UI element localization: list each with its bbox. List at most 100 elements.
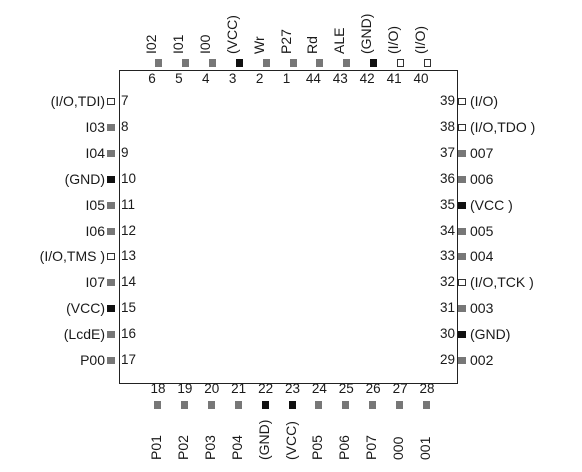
pin-32-number: 32 bbox=[439, 274, 455, 290]
pin-44-pad bbox=[316, 59, 324, 67]
pin-43-number: 43 bbox=[332, 71, 348, 86]
pin-17-pad bbox=[107, 357, 115, 364]
pin-20-number: 20 bbox=[204, 381, 220, 396]
pin-7-pad bbox=[107, 98, 115, 105]
pin-5-number: 5 bbox=[175, 71, 183, 86]
pin-8-number: 8 bbox=[121, 118, 129, 134]
pin-41-pad bbox=[397, 59, 405, 67]
pin-39-number: 39 bbox=[439, 93, 455, 108]
pin-3-pad bbox=[235, 59, 243, 67]
pin-28-name: 001 bbox=[417, 436, 433, 460]
pin-39-pad bbox=[458, 98, 466, 105]
pin-41-number: 41 bbox=[386, 71, 402, 86]
pin-44-name: Rd bbox=[304, 36, 321, 54]
pin-2-number: 2 bbox=[255, 71, 264, 86]
pin-10-name: (GND) bbox=[64, 170, 105, 187]
pin-26-pad bbox=[369, 401, 377, 409]
pin-17-name: P00 bbox=[80, 352, 105, 368]
pin-30-name: (GND) bbox=[470, 326, 511, 343]
pin-27-name: 000 bbox=[390, 436, 407, 460]
pin-1-pad bbox=[289, 59, 297, 67]
pin-4-name: I00 bbox=[196, 34, 213, 54]
pin-30-pad bbox=[458, 331, 466, 339]
pin-14-name: I07 bbox=[85, 274, 105, 291]
pin-9-name: I04 bbox=[85, 144, 105, 161]
pin-18-name: P01 bbox=[148, 435, 164, 460]
pin-23-number: 23 bbox=[284, 381, 301, 396]
pin-21-name: P04 bbox=[228, 435, 245, 460]
pin-37-pad bbox=[458, 149, 466, 157]
pin-11-name: I05 bbox=[85, 196, 105, 213]
pin-19-number: 19 bbox=[177, 381, 193, 396]
pin-14-pad bbox=[107, 279, 115, 287]
pin-10-pad bbox=[107, 175, 115, 183]
pin-16-number: 16 bbox=[121, 326, 137, 342]
pin-35-number: 35 bbox=[439, 196, 455, 212]
pin-34-name: 005 bbox=[470, 222, 494, 239]
pin-35-pad bbox=[458, 201, 466, 209]
pin-25-pad bbox=[342, 401, 350, 409]
pin-29-pad bbox=[458, 357, 466, 364]
pin-41-name: (I/O) bbox=[385, 26, 402, 54]
pin-9-pad bbox=[107, 149, 115, 157]
pin-8-name: I03 bbox=[85, 118, 105, 135]
pin-20-pad bbox=[207, 401, 215, 409]
pin-2-pad bbox=[262, 59, 270, 67]
pin-15-number: 15 bbox=[121, 300, 137, 316]
pin-1-name: P27 bbox=[277, 29, 294, 54]
pin-16-name: (LcdE) bbox=[63, 326, 105, 343]
pin-6-number: 6 bbox=[148, 71, 156, 86]
chip-package-body bbox=[119, 70, 458, 384]
pin-40-name: (I/O) bbox=[412, 26, 428, 54]
pin-19-pad bbox=[180, 401, 188, 409]
pin-31-name: 003 bbox=[470, 300, 494, 317]
pin-21-number: 21 bbox=[231, 381, 247, 396]
pin-29-name: 002 bbox=[470, 352, 494, 368]
pin-23-name: (VCC) bbox=[282, 421, 299, 460]
pin-33-name: 004 bbox=[470, 248, 494, 265]
pin-35-name: (VCC ) bbox=[470, 196, 513, 213]
pin-9-number: 9 bbox=[121, 144, 129, 160]
pin-36-name: 006 bbox=[470, 170, 494, 187]
pin-21-pad bbox=[234, 401, 242, 409]
pin-13-name: (I/O,TMS ) bbox=[39, 248, 105, 265]
pin-38-number: 38 bbox=[439, 118, 455, 134]
pin-13-number: 13 bbox=[121, 248, 137, 264]
pin-10-number: 10 bbox=[121, 170, 137, 186]
pin-26-name: P07 bbox=[363, 435, 380, 460]
pin-2-name: Wr bbox=[250, 36, 267, 54]
pin-43-name: ALE bbox=[331, 27, 348, 54]
pin-42-pad bbox=[370, 59, 378, 67]
pin-19-name: P02 bbox=[174, 435, 191, 460]
pin-25-number: 25 bbox=[338, 381, 354, 396]
pin-22-pad bbox=[261, 401, 269, 409]
pin-29-number: 29 bbox=[439, 352, 455, 367]
pin-32-pad bbox=[458, 279, 466, 287]
pin-6-name: I02 bbox=[143, 34, 159, 54]
pin-33-number: 33 bbox=[439, 248, 455, 264]
pin-12-name: I06 bbox=[85, 222, 105, 239]
pin-11-number: 11 bbox=[121, 196, 136, 212]
pin-30-number: 30 bbox=[439, 326, 455, 342]
pin-37-number: 37 bbox=[439, 144, 455, 160]
pin-6-pad bbox=[155, 59, 162, 67]
pin-12-number: 12 bbox=[121, 222, 137, 238]
pin-11-pad bbox=[107, 201, 115, 209]
pin-15-name: (VCC) bbox=[66, 300, 105, 317]
pin-40-pad bbox=[424, 59, 431, 67]
pin-38-pad bbox=[458, 123, 466, 131]
pin-43-pad bbox=[343, 59, 351, 67]
pin-42-number: 42 bbox=[359, 71, 375, 86]
pin-32-name: (I/O,TCK ) bbox=[470, 274, 534, 291]
pin-39-name: (I/O) bbox=[470, 93, 498, 109]
pin-24-name: P05 bbox=[309, 435, 326, 460]
pin-38-name: (I/O,TDO ) bbox=[470, 118, 536, 135]
pin-24-number: 24 bbox=[311, 381, 327, 396]
pin-4-pad bbox=[208, 59, 216, 67]
pin-33-pad bbox=[458, 253, 466, 261]
pin-14-number: 14 bbox=[121, 274, 137, 290]
pin-15-pad bbox=[107, 305, 115, 313]
pin-13-pad bbox=[107, 253, 115, 261]
pin-12-pad bbox=[107, 227, 115, 235]
pin-36-pad bbox=[458, 175, 466, 183]
